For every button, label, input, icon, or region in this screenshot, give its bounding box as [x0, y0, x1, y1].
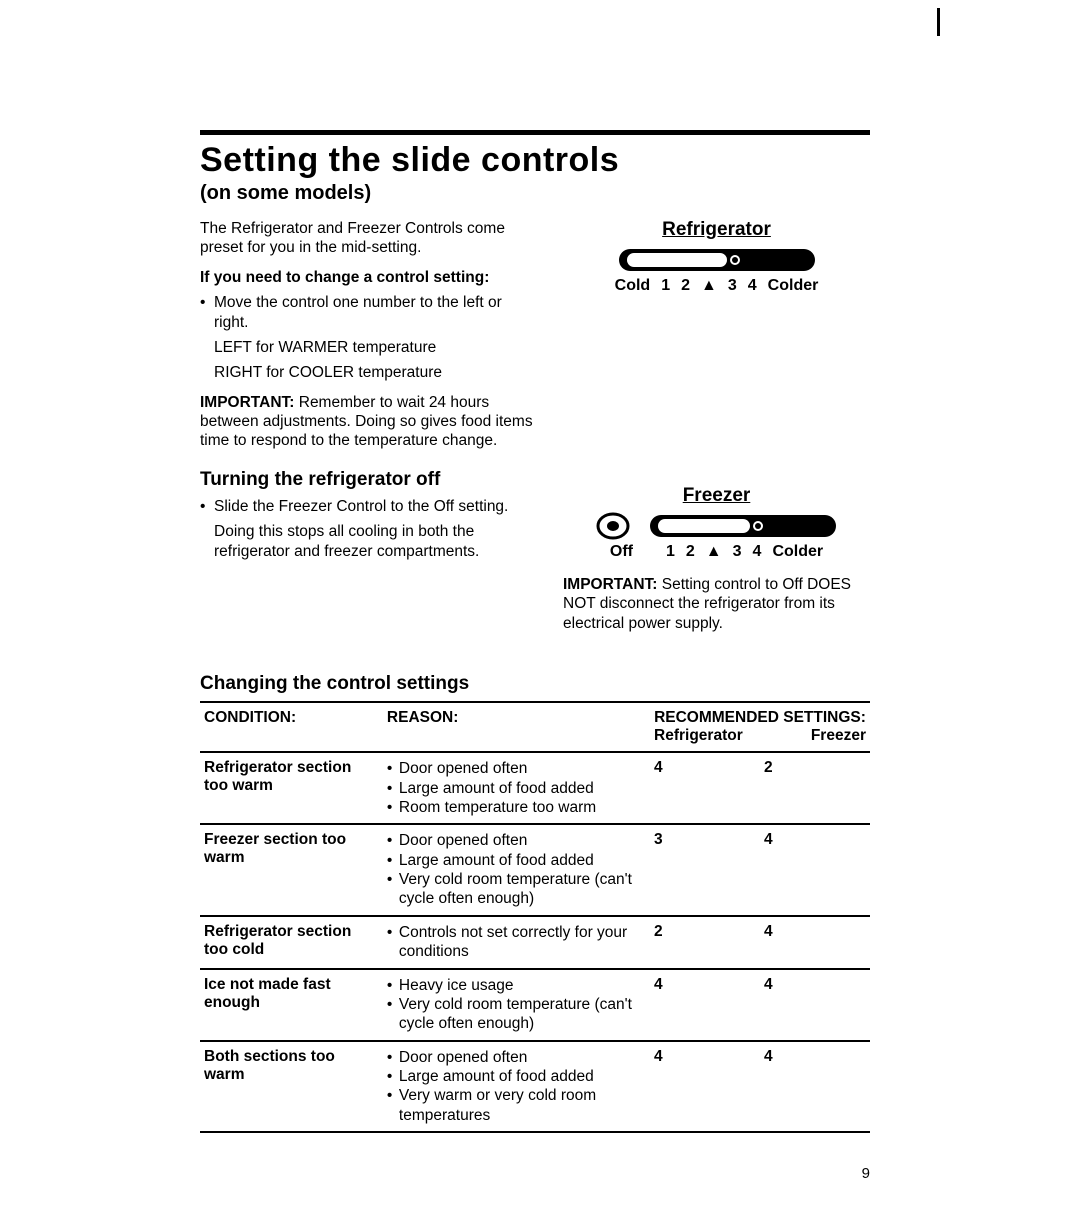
cell-condition: Freezer section too warm — [200, 824, 383, 916]
freezer-slider-icon — [648, 511, 838, 541]
change-bullet: Move the control one number to the left … — [200, 293, 535, 332]
cell-reason: Door opened oftenLarge amount of food ad… — [383, 824, 650, 916]
th-recommended-label: RECOMMENDED SETTINGS: — [654, 709, 866, 727]
table-row: Ice not made fast enoughHeavy ice usageV… — [200, 969, 870, 1041]
scale-tick: ▲ — [706, 543, 722, 561]
reason-item: Large amount of food added — [387, 1067, 646, 1086]
turn-off-heading: Turning the refrigerator off — [200, 469, 535, 491]
cell-freezer-setting: 4 — [760, 916, 870, 969]
th-freezer: Freezer — [811, 727, 866, 745]
scale-left-label: Cold — [615, 277, 651, 295]
table-row: Refrigerator section too coldControls no… — [200, 916, 870, 969]
left-column: The Refrigerator and Freezer Controls co… — [200, 219, 535, 639]
important-2-label: IMPORTANT: — [563, 576, 657, 593]
reason-item: Door opened often — [387, 831, 646, 850]
scale-tick: 2 — [681, 277, 690, 295]
cell-refrigerator-setting: 2 — [650, 916, 760, 969]
scale-tick: 3 — [728, 277, 737, 295]
th-refrigerator: Refrigerator — [654, 727, 743, 745]
cell-refrigerator-setting: 3 — [650, 824, 760, 916]
reason-item: Door opened often — [387, 759, 646, 778]
table-row: Both sections too warmDoor opened oftenL… — [200, 1041, 870, 1133]
freezer-control-label: Freezer — [563, 485, 870, 507]
intro-text: The Refrigerator and Freezer Controls co… — [200, 219, 535, 258]
top-rule — [200, 130, 870, 135]
settings-table: CONDITION: REASON: RECOMMENDED SETTINGS:… — [200, 701, 870, 1133]
cell-reason: Heavy ice usageVery cold room temperatur… — [383, 969, 650, 1041]
scale-tick: 1 — [661, 277, 670, 295]
cell-reason: Door opened oftenLarge amount of food ad… — [383, 752, 650, 824]
table-row: Refrigerator section too warmDoor opened… — [200, 752, 870, 824]
change-heading: If you need to change a control setting: — [200, 268, 535, 287]
page-title: Setting the slide controls — [200, 141, 870, 180]
reason-item: Very cold room temperature (can't cycle … — [387, 870, 646, 909]
table-body: Refrigerator section too warmDoor opened… — [200, 752, 870, 1132]
freezer-control: Freezer Off 1 2 — [563, 485, 870, 633]
cell-reason: Door opened oftenLarge amount of food ad… — [383, 1041, 650, 1133]
scale-tick: 3 — [733, 543, 742, 561]
scale-right-label: Colder — [772, 543, 823, 561]
important-1: IMPORTANT: Remember to wait 24 hours bet… — [200, 393, 535, 451]
scale-tick: 2 — [686, 543, 695, 561]
refrigerator-control: Refrigerator Cold 1 2 ▲ 3 4 Colder — [563, 219, 870, 295]
cell-freezer-setting: 2 — [760, 752, 870, 824]
cell-freezer-setting: 4 — [760, 1041, 870, 1133]
reason-item: Large amount of food added — [387, 779, 646, 798]
turn-off-bullet: Slide the Freezer Control to the Off set… — [200, 497, 535, 516]
turn-off-bullets: Slide the Freezer Control to the Off set… — [200, 497, 535, 516]
cell-condition: Refrigerator section too cold — [200, 916, 383, 969]
reason-item: Large amount of food added — [387, 851, 646, 870]
reason-item: Door opened often — [387, 1048, 646, 1067]
page-number: 9 — [200, 1165, 870, 1182]
cell-condition: Both sections too warm — [200, 1041, 383, 1133]
freezer-scale: Off 1 2 ▲ 3 4 Colder — [563, 543, 870, 561]
reason-item: Very cold room temperature (can't cycle … — [387, 995, 646, 1034]
right-column: Refrigerator Cold 1 2 ▲ 3 4 Colder — [563, 219, 870, 639]
th-condition: CONDITION: — [200, 702, 383, 752]
cell-condition: Ice not made fast enough — [200, 969, 383, 1041]
cell-refrigerator-setting: 4 — [650, 1041, 760, 1133]
refrigerator-slider-icon — [617, 245, 817, 275]
refrigerator-control-label: Refrigerator — [563, 219, 870, 241]
scale-tick: 4 — [748, 277, 757, 295]
reason-item: Room temperature too warm — [387, 798, 646, 817]
table-heading: Changing the control settings — [200, 673, 870, 695]
scale-tick: 4 — [753, 543, 762, 561]
reason-item: Very warm or very cold room temperatures — [387, 1086, 646, 1125]
important-2: IMPORTANT: Setting control to Off DOES N… — [563, 575, 870, 633]
cell-refrigerator-setting: 4 — [650, 969, 760, 1041]
th-reason: REASON: — [383, 702, 650, 752]
off-label: Off — [610, 543, 633, 561]
cell-freezer-setting: 4 — [760, 824, 870, 916]
scale-tick: ▲ — [701, 277, 717, 295]
table-row: Freezer section too warmDoor opened ofte… — [200, 824, 870, 916]
table-header: CONDITION: REASON: RECOMMENDED SETTINGS:… — [200, 702, 870, 752]
off-button-icon — [596, 511, 630, 541]
change-bullets: Move the control one number to the left … — [200, 293, 535, 332]
page-subtitle: (on some models) — [200, 182, 870, 205]
important-1-label: IMPORTANT: — [200, 394, 294, 411]
page: Setting the slide controls (on some mode… — [0, 0, 1080, 1222]
refrigerator-scale: Cold 1 2 ▲ 3 4 Colder — [563, 277, 870, 295]
turn-off-text: Doing this stops all cooling in both the… — [200, 522, 535, 561]
freezer-slider-row — [563, 511, 870, 541]
cell-freezer-setting: 4 — [760, 969, 870, 1041]
reason-item: Heavy ice usage — [387, 976, 646, 995]
cell-refrigerator-setting: 4 — [650, 752, 760, 824]
cell-reason: Controls not set correctly for your cond… — [383, 916, 650, 969]
change-left-text: LEFT for WARMER temperature — [200, 338, 535, 357]
two-column-layout: The Refrigerator and Freezer Controls co… — [200, 219, 870, 639]
change-right-text: RIGHT for COOLER temperature — [200, 363, 535, 382]
scale-tick: 1 — [666, 543, 675, 561]
th-recommended: RECOMMENDED SETTINGS: Refrigerator Freez… — [650, 702, 870, 752]
scale-right-label: Colder — [768, 277, 819, 295]
reason-item: Controls not set correctly for your cond… — [387, 923, 646, 962]
cell-condition: Refrigerator section too warm — [200, 752, 383, 824]
